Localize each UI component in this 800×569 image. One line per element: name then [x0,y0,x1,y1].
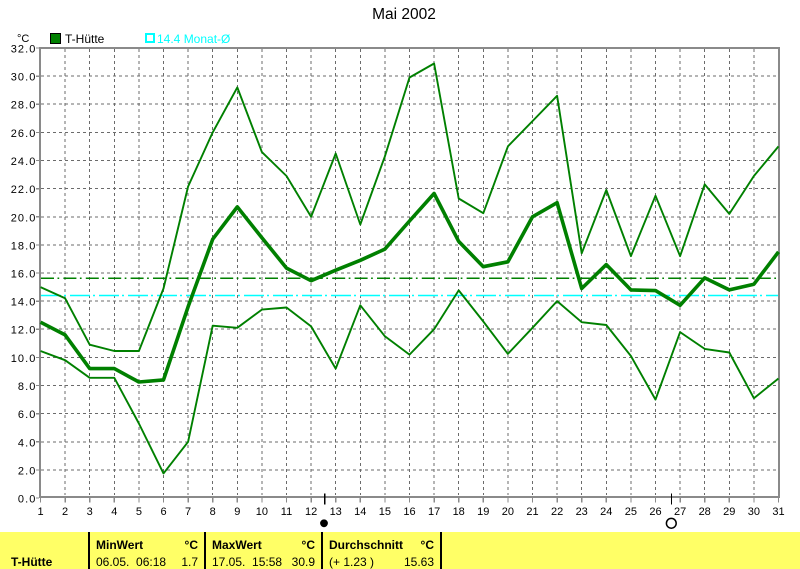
svg-text:28: 28 [699,506,711,518]
svg-text:13: 13 [330,506,342,518]
svg-text:24.0: 24.0 [11,156,37,168]
svg-text:9: 9 [234,506,240,518]
svg-text:29: 29 [723,506,735,518]
svg-text:18.0: 18.0 [11,240,37,252]
svg-text:20: 20 [502,506,514,518]
svg-text:24: 24 [600,506,612,518]
svg-text:10.0: 10.0 [11,353,37,365]
svg-text:2.0: 2.0 [18,465,37,477]
svg-text:0.0: 0.0 [18,494,37,506]
svg-text:°C: °C [17,33,29,45]
svg-text:20.0: 20.0 [11,212,37,224]
svg-text:32.0: 32.0 [11,44,37,56]
svg-text:27: 27 [674,506,686,518]
svg-text:21: 21 [526,506,538,518]
svg-text:16.0: 16.0 [11,269,37,281]
svg-text:3: 3 [87,506,93,518]
svg-text:25: 25 [625,506,637,518]
svg-text:12: 12 [305,506,317,518]
svg-text:19: 19 [477,506,489,518]
svg-text:4.0: 4.0 [18,437,37,449]
svg-text:16: 16 [403,506,415,518]
svg-text:23: 23 [576,506,588,518]
svg-text:22.0: 22.0 [11,184,37,196]
svg-text:26.0: 26.0 [11,128,37,140]
svg-text:31: 31 [772,506,784,518]
svg-text:10: 10 [256,506,268,518]
svg-text:7: 7 [185,506,191,518]
svg-text:14.0: 14.0 [11,297,37,309]
svg-text:18: 18 [453,506,465,518]
svg-text:4: 4 [111,506,117,518]
svg-text:28.0: 28.0 [11,100,37,112]
svg-text:8: 8 [210,506,216,518]
svg-text:22: 22 [551,506,563,518]
svg-text:2: 2 [62,506,68,518]
svg-text:1: 1 [37,506,43,518]
svg-text:8.0: 8.0 [18,381,37,393]
svg-text:14: 14 [354,506,366,518]
svg-text:26: 26 [649,506,661,518]
svg-text:12.0: 12.0 [11,325,37,337]
svg-text:6: 6 [160,506,166,518]
svg-text:15: 15 [379,506,391,518]
svg-text:30.0: 30.0 [11,72,37,84]
svg-text:11: 11 [281,506,292,518]
svg-text:6.0: 6.0 [18,409,37,421]
svg-text:17: 17 [428,506,440,518]
svg-text:30: 30 [748,506,760,518]
svg-text:5: 5 [136,506,142,518]
